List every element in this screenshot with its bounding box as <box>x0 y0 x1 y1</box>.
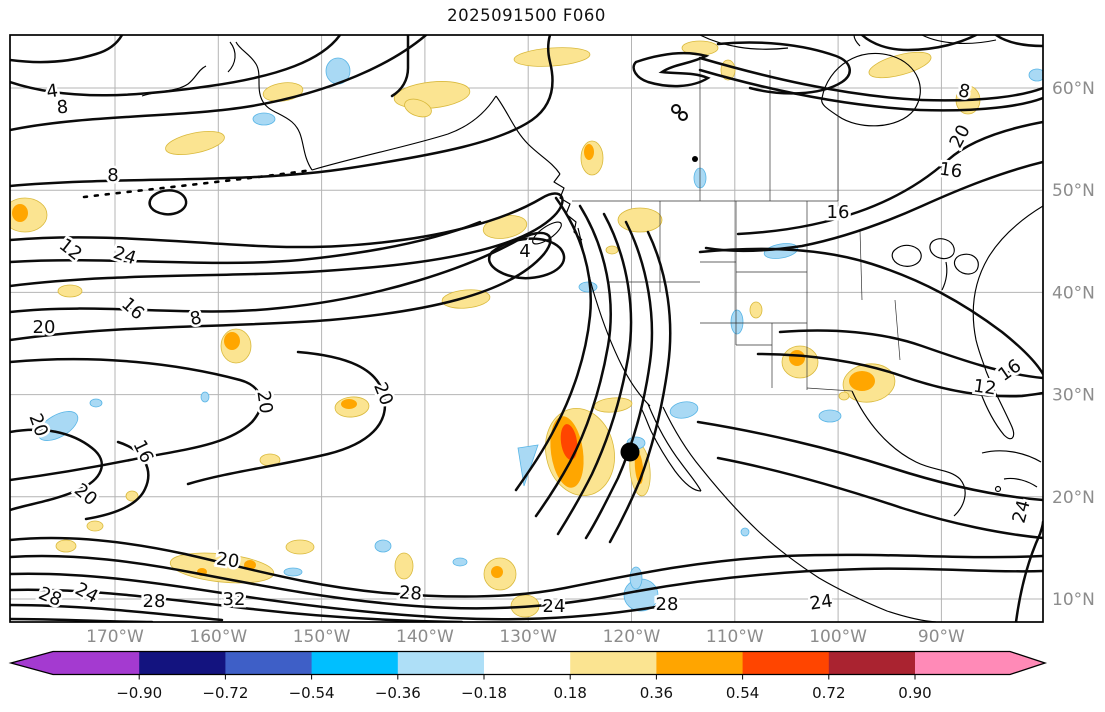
contour-line-layer <box>10 35 1043 622</box>
map-background <box>10 35 1043 622</box>
contour-value-label: 8 <box>107 165 118 186</box>
colorbar-segment <box>570 651 657 675</box>
latitude-axis-labels: 60°N 50°N 40°N 30°N 20°N 10°N <box>1052 79 1095 610</box>
colorbar-segment <box>397 651 485 675</box>
contour-value-label: 16 <box>938 159 964 183</box>
colorbar-segment <box>915 651 1010 675</box>
colorbar-tick-label: −0.72 <box>202 684 248 702</box>
lat-tick-label: 40°N <box>1052 283 1095 303</box>
colorbar-segment <box>311 651 399 675</box>
colorbar-tick-label: −0.90 <box>116 684 162 702</box>
colorbar-over-arrow <box>1010 651 1045 675</box>
lat-tick-label: 10°N <box>1052 590 1095 610</box>
colorbar-tick-label: 0.36 <box>640 684 673 702</box>
longitude-axis-labels: 170°W 160°W 150°W 140°W 130°W 120°W 110°W 100°W… <box>86 627 965 647</box>
lat-tick-label: 50°N <box>1052 181 1095 201</box>
colorbar-segment <box>828 651 916 675</box>
lon-tick-label: 140°W <box>396 627 454 647</box>
positive-anomaly-patches <box>10 40 981 618</box>
contour-value-label: 20 <box>215 549 241 573</box>
contour-value-label: 24 <box>543 596 566 617</box>
colorbar-tick-label: −0.18 <box>461 684 507 702</box>
contour-value-label: 4 <box>519 241 530 262</box>
colorbar-tick-label: 0.90 <box>898 684 931 702</box>
contour-value-label: 12 <box>972 376 998 400</box>
lon-tick-label: 100°W <box>809 627 867 647</box>
colorbar: −0.90 −0.72 −0.54 −0.36 −0.18 0.18 0.36 0.54 0.7… <box>8 650 1048 702</box>
figure-title: 2025091500 F060 <box>447 6 606 25</box>
lat-tick-label: 60°N <box>1052 79 1095 99</box>
lon-tick-label: 130°W <box>499 627 557 647</box>
contour-value-label: 4 <box>45 80 59 102</box>
contour-value-label: 24 <box>808 591 834 615</box>
colorbar-tick-label: 0.54 <box>726 684 759 702</box>
lon-tick-label: 110°W <box>706 627 764 647</box>
colorbar-segment <box>484 651 571 675</box>
anomaly-shading-layer <box>10 40 1043 618</box>
storm-position-marker <box>620 442 640 462</box>
colorbar-segment <box>225 651 313 675</box>
contour-value-label: 28 <box>398 582 422 605</box>
lon-tick-label: 160°W <box>189 627 247 647</box>
colorbar-segment <box>139 651 226 675</box>
contour-value-label: 20 <box>33 317 56 338</box>
contour-value-label: 8 <box>56 97 69 119</box>
contour-value-label: 28 <box>143 591 166 612</box>
colorbar-segment <box>656 651 744 675</box>
contour-value-label: 32 <box>223 589 246 610</box>
colorbar-tick-label: −0.36 <box>375 684 421 702</box>
colorbar-tick-label: −0.54 <box>289 684 335 702</box>
colorbar-tick-label: 0.72 <box>812 684 845 702</box>
colorbar-segment <box>53 651 140 675</box>
contour-value-label: 20 <box>252 389 276 415</box>
lon-tick-label: 120°W <box>603 627 661 647</box>
negative-anomaly-patches <box>37 57 1043 612</box>
lon-tick-label: 90°W <box>918 627 965 647</box>
colorbar-outline <box>8 650 1048 676</box>
colorbar-segment <box>742 651 830 675</box>
contour-value-label: 16 <box>827 202 850 223</box>
lon-tick-label: 170°W <box>86 627 144 647</box>
lat-tick-label: 20°N <box>1052 488 1095 508</box>
contour-value-label: 28 <box>656 594 679 615</box>
map-frame <box>9 34 1044 623</box>
colorbar-under-arrow <box>11 651 53 675</box>
lat-tick-label: 30°N <box>1052 386 1095 406</box>
lon-tick-label: 150°W <box>293 627 351 647</box>
colorbar-tick-label: 0.18 <box>553 684 586 702</box>
